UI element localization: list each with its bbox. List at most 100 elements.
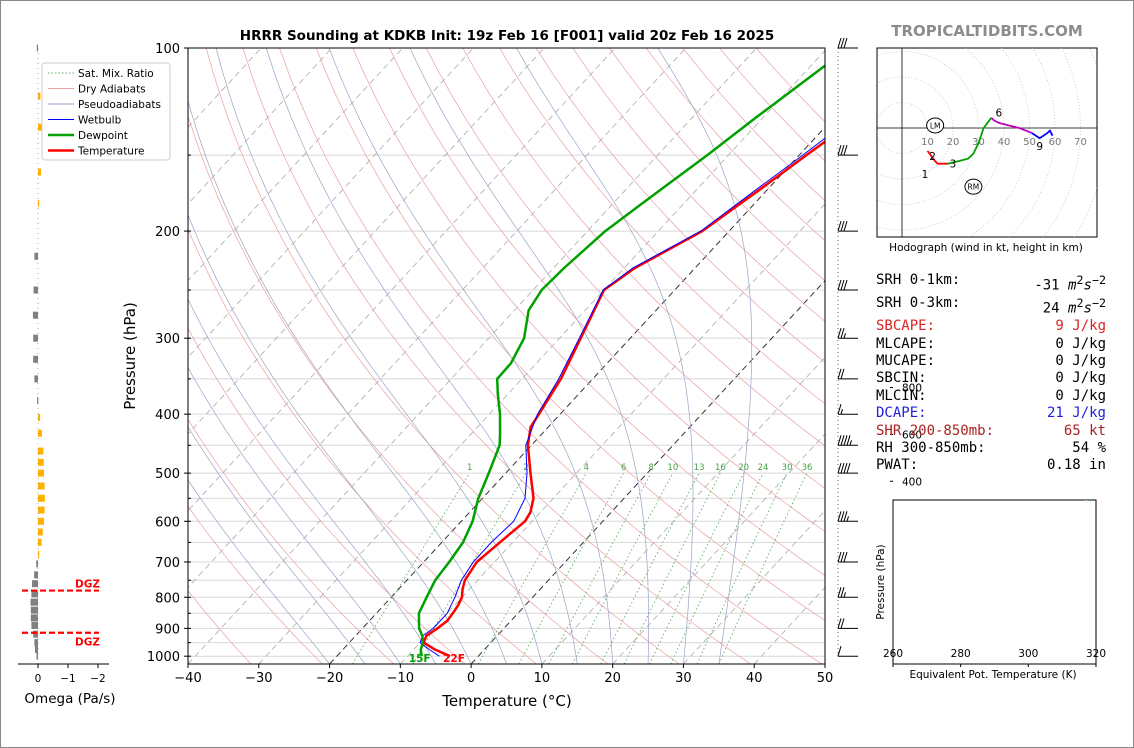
mixing-ratio-line: [649, 472, 745, 664]
mixing-ratio-line: [623, 472, 721, 664]
barb-feather: [837, 435, 842, 446]
pseudoadiabat: [516, 48, 694, 664]
barb-feather: [840, 144, 845, 156]
barb-feather: [840, 551, 845, 563]
omega-bar: [36, 44, 38, 52]
y-tick-label: 600: [155, 515, 180, 530]
hodograph-title: Hodograph (wind in kt, height in km): [889, 242, 1083, 254]
hodograph-height-label: 9: [1036, 141, 1043, 153]
pseudoadiabat: [188, 298, 437, 664]
pseudoadiabat: [328, 48, 614, 664]
pseudoadiabat: [188, 479, 330, 664]
mixing-ratio-label: 6: [621, 463, 626, 473]
mixing-ratio-line: [600, 472, 700, 664]
parameter-row: SBCIN: 0 J/kg: [876, 370, 1106, 387]
parameter-label: PWAT:: [876, 457, 919, 474]
wind-barb: [837, 144, 858, 156]
omega-bar: [31, 621, 38, 629]
barb-feather: [837, 462, 842, 474]
parameter-table: SRH 0-1km: -31 m2s−2 SRH 0-3km: 24 m2s−2 SBC…: [876, 272, 1106, 475]
mixing-ratio-label: 4: [584, 463, 589, 473]
barb-feather: [837, 368, 842, 380]
parameter-value: 0.18 in: [1046, 457, 1106, 474]
omega-bar: [38, 458, 44, 466]
x-tick-label: −20: [316, 671, 343, 686]
barb-feather: [843, 37, 848, 49]
theta-e-frame: [892, 499, 1097, 665]
skewt-xlabel: Temperature (°C): [441, 692, 571, 710]
parameter-row: SHR 200-850mb: 65 kt: [876, 423, 1106, 440]
legend: Sat. Mix. Ratio Dry Adiabats Pseudoadiabat…: [41, 62, 171, 161]
parameter-label: MLCAPE:: [876, 335, 936, 352]
x-tick-label: −10: [387, 671, 414, 686]
barb-feather: [840, 368, 845, 380]
dry-adiabat: [279, 48, 823, 664]
omega-bar: [38, 447, 44, 455]
mixing-ratio-label: 16: [715, 463, 726, 473]
barb-feather: [840, 618, 845, 629]
omega-bar: [33, 630, 38, 638]
omega-bar: [31, 590, 38, 598]
dry-adiabat: [188, 418, 394, 664]
wind-barb: [837, 37, 858, 49]
omega-bar: [38, 494, 45, 502]
theta-e-x-tick-label: 320: [1086, 648, 1106, 660]
y-tick-label: 400: [155, 408, 180, 423]
theta-e-y-tick-label: 600: [902, 429, 922, 441]
parameter-row: SRH 0-3km: 24 m2s−2: [876, 295, 1106, 318]
barb-half-feather: [843, 592, 846, 598]
mixing-ratio-label: 2: [523, 463, 528, 473]
parameter-value: 21 J/kg: [1046, 405, 1106, 422]
wind-barb: [837, 618, 858, 629]
barb-feather: [843, 511, 848, 522]
theta-e-x-tick-label: 280: [951, 648, 971, 660]
skewt-plot-frame: [187, 47, 826, 665]
x-tick-label: 50: [817, 671, 834, 686]
dgz-label: DGZ: [75, 637, 100, 649]
barb-feather: [837, 511, 842, 522]
storm-motion-label: RM: [968, 183, 980, 192]
parameter-number: 24: [1042, 300, 1060, 317]
pseudoadiabat: [188, 99, 507, 664]
omega-bar: [34, 571, 38, 579]
hodograph-ring-label: 40: [998, 137, 1011, 148]
mixing-ratio-label: 24: [758, 463, 769, 473]
hodograph-segment: [990, 117, 1033, 134]
wind-barb: [837, 279, 858, 291]
wind-barb: [837, 368, 858, 380]
legend-label: Dry Adiabats: [78, 84, 146, 96]
barb-feather: [840, 220, 845, 232]
parameter-label: SRH 0-1km:: [876, 272, 961, 288]
omega-bar: [38, 482, 45, 490]
theta-e-xlabel: Equivalent Pot. Temperature (K): [909, 669, 1076, 681]
dry-adiabat: [188, 327, 466, 664]
parameter-label: RH 300-850mb:: [876, 439, 986, 456]
dry-adiabat: [499, 48, 825, 405]
mixing-ratio-label: 10: [667, 463, 678, 473]
barb-feather: [843, 220, 848, 232]
dewpoint-line: [417, 64, 825, 657]
y-tick-label: 100: [155, 42, 180, 57]
parameter-row: MUCAPE: 0 J/kg: [876, 353, 1106, 370]
barb-feather: [843, 144, 848, 156]
omega-bar: [38, 168, 41, 176]
mixing-ratio-label: 13: [694, 463, 705, 473]
x-tick-label: 0: [467, 671, 475, 686]
omega-bar: [38, 469, 44, 477]
wind-barb: [837, 462, 858, 474]
barb-feather: [837, 328, 842, 339]
parameter-value: -31 m2s−2: [1034, 273, 1106, 294]
legend-label: Sat. Mix. Ratio: [78, 68, 154, 80]
barb-feather: [843, 551, 848, 563]
x-tick-label: −40: [174, 671, 201, 686]
legend-label: Wetbulb: [78, 115, 122, 127]
omega-bar: [38, 538, 42, 546]
y-tick-label: 200: [155, 225, 180, 240]
dry-adiabat: [352, 48, 825, 577]
isotherm: [258, 49, 825, 664]
legend-label: Dewpoint: [78, 130, 128, 142]
parameter-row: MLCAPE: 0 J/kg: [876, 336, 1106, 353]
barb-feather: [837, 646, 842, 657]
parameter-label: SHR 200-850mb:: [876, 422, 995, 439]
